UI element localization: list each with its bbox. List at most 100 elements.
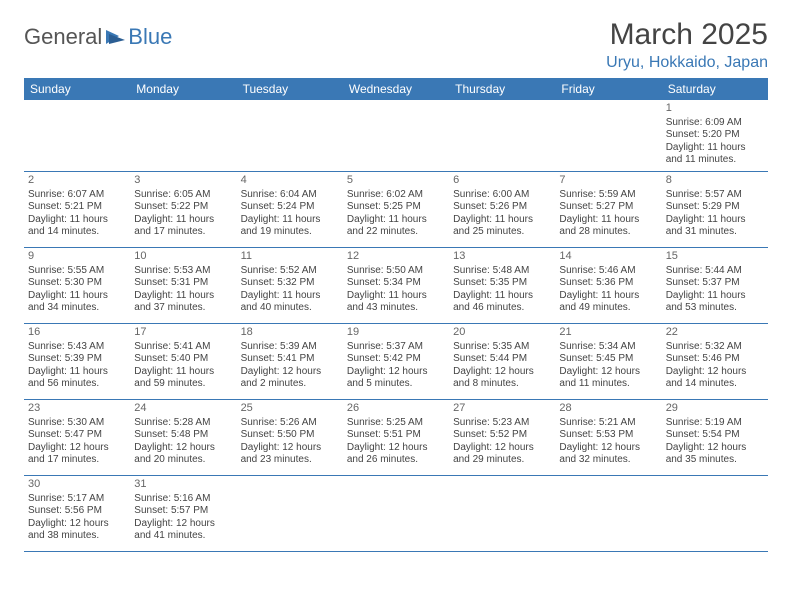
daylight-text: Daylight: 12 hours and 2 minutes. [241, 366, 339, 391]
day-cell: 22Sunrise: 5:32 AMSunset: 5:46 PMDayligh… [662, 323, 768, 399]
empty-cell [555, 475, 661, 551]
title-block: March 2025 Uryu, Hokkaido, Japan [606, 18, 768, 72]
daylight-text: Daylight: 11 hours and 40 minutes. [241, 290, 339, 315]
calendar-body: 1Sunrise: 6:09 AMSunset: 5:20 PMDaylight… [24, 100, 768, 551]
day-cell: 1Sunrise: 6:09 AMSunset: 5:20 PMDaylight… [662, 100, 768, 171]
day-number: 31 [134, 478, 232, 492]
sunrise-text: Sunrise: 5:48 AM [453, 265, 551, 278]
daylight-text: Daylight: 12 hours and 35 minutes. [666, 442, 764, 467]
empty-cell [343, 475, 449, 551]
sunrise-text: Sunrise: 5:37 AM [347, 341, 445, 354]
sunset-text: Sunset: 5:48 PM [134, 429, 232, 442]
day-number: 23 [28, 402, 126, 416]
day-cell: 8Sunrise: 5:57 AMSunset: 5:29 PMDaylight… [662, 171, 768, 247]
day-cell: 4Sunrise: 6:04 AMSunset: 5:24 PMDaylight… [237, 171, 343, 247]
daylight-text: Daylight: 11 hours and 53 minutes. [666, 290, 764, 315]
sunset-text: Sunset: 5:47 PM [28, 429, 126, 442]
day-number: 3 [134, 174, 232, 188]
sunset-text: Sunset: 5:46 PM [666, 353, 764, 366]
day-number: 6 [453, 174, 551, 188]
week-row: 16Sunrise: 5:43 AMSunset: 5:39 PMDayligh… [24, 323, 768, 399]
day-number: 28 [559, 402, 657, 416]
sunrise-text: Sunrise: 5:43 AM [28, 341, 126, 354]
sunset-text: Sunset: 5:36 PM [559, 277, 657, 290]
sunset-text: Sunset: 5:53 PM [559, 429, 657, 442]
day-cell: 24Sunrise: 5:28 AMSunset: 5:48 PMDayligh… [130, 399, 236, 475]
empty-cell [24, 100, 130, 171]
sunset-text: Sunset: 5:22 PM [134, 201, 232, 214]
day-header: Sunday [24, 78, 130, 100]
day-cell: 6Sunrise: 6:00 AMSunset: 5:26 PMDaylight… [449, 171, 555, 247]
sunrise-text: Sunrise: 5:50 AM [347, 265, 445, 278]
day-cell: 14Sunrise: 5:46 AMSunset: 5:36 PMDayligh… [555, 247, 661, 323]
daylight-text: Daylight: 11 hours and 19 minutes. [241, 214, 339, 239]
day-cell: 25Sunrise: 5:26 AMSunset: 5:50 PMDayligh… [237, 399, 343, 475]
day-cell: 26Sunrise: 5:25 AMSunset: 5:51 PMDayligh… [343, 399, 449, 475]
daylight-text: Daylight: 11 hours and 25 minutes. [453, 214, 551, 239]
sunset-text: Sunset: 5:50 PM [241, 429, 339, 442]
day-cell: 13Sunrise: 5:48 AMSunset: 5:35 PMDayligh… [449, 247, 555, 323]
month-title: March 2025 [606, 18, 768, 52]
day-header-row: SundayMondayTuesdayWednesdayThursdayFrid… [24, 78, 768, 100]
daylight-text: Daylight: 12 hours and 32 minutes. [559, 442, 657, 467]
day-number: 25 [241, 402, 339, 416]
sunrise-text: Sunrise: 5:16 AM [134, 493, 232, 506]
sunset-text: Sunset: 5:40 PM [134, 353, 232, 366]
sunrise-text: Sunrise: 5:52 AM [241, 265, 339, 278]
empty-cell [237, 100, 343, 171]
day-header: Monday [130, 78, 236, 100]
day-cell: 10Sunrise: 5:53 AMSunset: 5:31 PMDayligh… [130, 247, 236, 323]
sunset-text: Sunset: 5:41 PM [241, 353, 339, 366]
daylight-text: Daylight: 12 hours and 11 minutes. [559, 366, 657, 391]
empty-cell [130, 100, 236, 171]
day-number: 20 [453, 326, 551, 340]
day-number: 5 [347, 174, 445, 188]
logo-flag-icon [105, 28, 127, 46]
daylight-text: Daylight: 12 hours and 23 minutes. [241, 442, 339, 467]
empty-cell [449, 475, 555, 551]
day-number: 15 [666, 250, 764, 264]
day-cell: 28Sunrise: 5:21 AMSunset: 5:53 PMDayligh… [555, 399, 661, 475]
daylight-text: Daylight: 12 hours and 26 minutes. [347, 442, 445, 467]
daylight-text: Daylight: 11 hours and 37 minutes. [134, 290, 232, 315]
sunrise-text: Sunrise: 6:02 AM [347, 189, 445, 202]
daylight-text: Daylight: 11 hours and 11 minutes. [666, 142, 764, 167]
header: General Blue March 2025 Uryu, Hokkaido, … [24, 18, 768, 72]
day-number: 11 [241, 250, 339, 264]
day-number: 21 [559, 326, 657, 340]
empty-cell [343, 100, 449, 171]
daylight-text: Daylight: 11 hours and 14 minutes. [28, 214, 126, 239]
daylight-text: Daylight: 11 hours and 17 minutes. [134, 214, 232, 239]
daylight-text: Daylight: 11 hours and 46 minutes. [453, 290, 551, 315]
empty-cell [662, 475, 768, 551]
sunset-text: Sunset: 5:39 PM [28, 353, 126, 366]
sunrise-text: Sunrise: 5:34 AM [559, 341, 657, 354]
day-number: 22 [666, 326, 764, 340]
daylight-text: Daylight: 11 hours and 43 minutes. [347, 290, 445, 315]
daylight-text: Daylight: 12 hours and 5 minutes. [347, 366, 445, 391]
sunrise-text: Sunrise: 6:04 AM [241, 189, 339, 202]
day-number: 17 [134, 326, 232, 340]
day-number: 18 [241, 326, 339, 340]
day-number: 24 [134, 402, 232, 416]
daylight-text: Daylight: 11 hours and 28 minutes. [559, 214, 657, 239]
sunset-text: Sunset: 5:20 PM [666, 129, 764, 142]
day-number: 29 [666, 402, 764, 416]
sunset-text: Sunset: 5:21 PM [28, 201, 126, 214]
day-number: 1 [666, 102, 764, 116]
daylight-text: Daylight: 11 hours and 34 minutes. [28, 290, 126, 315]
sunrise-text: Sunrise: 5:17 AM [28, 493, 126, 506]
daylight-text: Daylight: 11 hours and 59 minutes. [134, 366, 232, 391]
logo-text-2: Blue [128, 24, 172, 50]
daylight-text: Daylight: 12 hours and 29 minutes. [453, 442, 551, 467]
day-header: Tuesday [237, 78, 343, 100]
logo-text-1: General [24, 24, 102, 50]
week-row: 9Sunrise: 5:55 AMSunset: 5:30 PMDaylight… [24, 247, 768, 323]
week-row: 30Sunrise: 5:17 AMSunset: 5:56 PMDayligh… [24, 475, 768, 551]
location: Uryu, Hokkaido, Japan [606, 54, 768, 72]
sunrise-text: Sunrise: 5:35 AM [453, 341, 551, 354]
day-cell: 5Sunrise: 6:02 AMSunset: 5:25 PMDaylight… [343, 171, 449, 247]
calendar-table: SundayMondayTuesdayWednesdayThursdayFrid… [24, 78, 768, 552]
day-number: 19 [347, 326, 445, 340]
sunset-text: Sunset: 5:54 PM [666, 429, 764, 442]
